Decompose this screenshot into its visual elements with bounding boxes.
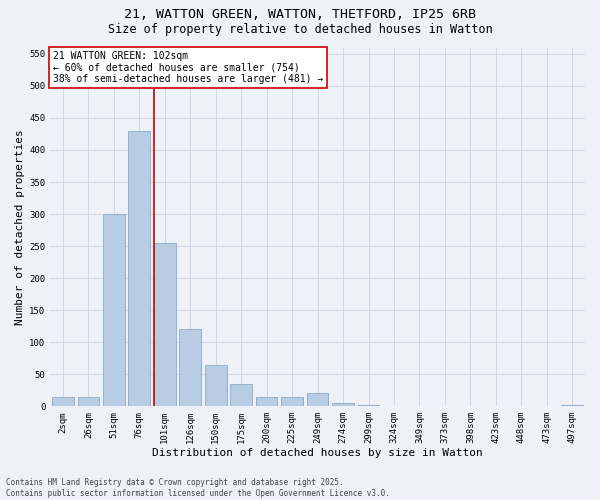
Bar (128, 131, 150, 406)
Bar (77, 396, 99, 406)
Bar (281, 396, 303, 406)
Y-axis label: Number of detached properties: Number of detached properties (15, 129, 25, 324)
Bar (358, 405, 379, 406)
Text: 21, WATTON GREEN, WATTON, THETFORD, IP25 6RB: 21, WATTON GREEN, WATTON, THETFORD, IP25… (124, 8, 476, 20)
Bar (179, 330, 201, 406)
X-axis label: Distribution of detached houses by size in Watton: Distribution of detached houses by size … (152, 448, 483, 458)
Bar (154, 243, 176, 406)
Text: Size of property relative to detached houses in Watton: Size of property relative to detached ho… (107, 22, 493, 36)
Bar (230, 384, 252, 406)
Bar (52, 396, 74, 406)
Bar (103, 214, 125, 406)
Bar (332, 403, 354, 406)
Bar (307, 394, 328, 406)
Text: Contains HM Land Registry data © Crown copyright and database right 2025.
Contai: Contains HM Land Registry data © Crown c… (6, 478, 390, 498)
Bar (256, 396, 277, 406)
Text: 21 WATTON GREEN: 102sqm
← 60% of detached houses are smaller (754)
38% of semi-d: 21 WATTON GREEN: 102sqm ← 60% of detache… (53, 51, 323, 84)
Bar (205, 364, 227, 406)
Bar (562, 405, 583, 406)
